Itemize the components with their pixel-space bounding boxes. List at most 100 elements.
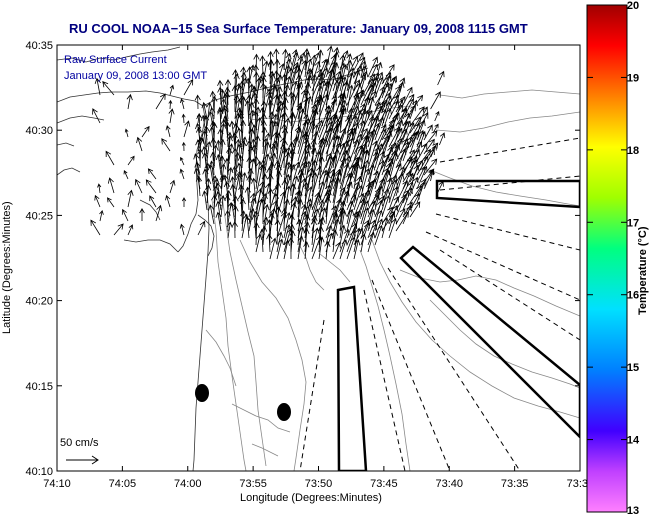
- current-vector: [423, 124, 433, 141]
- y-tick-label: 40:25: [25, 210, 53, 222]
- current-vector: [161, 138, 171, 152]
- current-vector: [367, 63, 378, 85]
- current-vector: [136, 136, 143, 152]
- current-vector: [360, 159, 370, 190]
- current-vector: [209, 90, 217, 113]
- current-vector: [94, 77, 101, 96]
- current-vector: [206, 101, 213, 127]
- current-vector: [303, 132, 310, 169]
- current-vector: [423, 158, 438, 176]
- colorbar-tick-label: 15: [627, 362, 639, 374]
- current-vector: [283, 146, 292, 176]
- current-vector: [318, 236, 325, 260]
- current-vector: [240, 139, 247, 169]
- current-vector: [311, 82, 323, 113]
- current-vector: [297, 150, 311, 183]
- current-vector: [318, 171, 330, 204]
- colorbar-label: Temperature (°C): [637, 226, 649, 315]
- current-vector: [123, 170, 129, 180]
- current-vector: [253, 221, 260, 246]
- current-vector: [325, 126, 335, 162]
- current-vector: [179, 168, 185, 180]
- current-vector: [266, 166, 273, 197]
- current-vector: [248, 101, 255, 134]
- current-vector: [237, 112, 245, 141]
- current-vector: [374, 185, 384, 211]
- surface-current-vectors: [90, 45, 446, 260]
- current-vector: [180, 98, 185, 110]
- current-vector: [332, 170, 342, 204]
- current-vector: [251, 177, 258, 204]
- current-vector: [388, 113, 399, 141]
- current-vector: [262, 141, 271, 176]
- current-vector: [416, 106, 428, 127]
- current-vector: [219, 88, 226, 113]
- current-vector: [346, 72, 355, 99]
- current-vector: [255, 116, 263, 148]
- current-vector: [252, 110, 259, 141]
- current-vector: [395, 81, 405, 106]
- current-vector: [360, 207, 370, 232]
- current-vector: [310, 218, 317, 246]
- current-vector: [395, 208, 406, 225]
- x-tick-label: 73:40: [435, 478, 463, 490]
- current-vector: [226, 221, 233, 239]
- current-vector: [290, 183, 297, 211]
- current-vector: [268, 111, 275, 141]
- current-vector: [353, 212, 361, 239]
- current-vector: [402, 86, 413, 106]
- current-vector: [141, 125, 150, 138]
- current-vector: [318, 138, 325, 176]
- current-vector: [339, 210, 347, 239]
- current-vector: [353, 162, 361, 190]
- current-vector: [204, 184, 212, 204]
- current-vector: [310, 54, 317, 78]
- current-vector: [360, 78, 375, 106]
- current-vector: [388, 85, 401, 106]
- current-vector: [402, 205, 412, 225]
- current-vector: [268, 212, 275, 239]
- current-vector: [388, 217, 398, 239]
- current-vector: [197, 137, 205, 152]
- current-vector: [251, 213, 258, 239]
- current-vector: [196, 112, 201, 124]
- current-vector: [432, 123, 439, 134]
- current-vector: [147, 168, 157, 180]
- current-vector: [105, 150, 115, 166]
- current-vector: [339, 239, 348, 260]
- current-vector: [311, 108, 319, 141]
- y-tick-label: 40:20: [25, 296, 53, 308]
- colorbar-tick-label: 14: [627, 435, 640, 447]
- current-vector: [429, 168, 435, 182]
- current-vector: [241, 171, 248, 197]
- current-vector: [331, 229, 338, 253]
- current-vector: [430, 91, 441, 110]
- current-vector: [395, 193, 407, 218]
- current-vector: [317, 49, 324, 71]
- current-vector: [395, 98, 404, 120]
- current-vector: [339, 224, 346, 246]
- current-vector: [289, 112, 296, 148]
- current-vector: [224, 86, 231, 106]
- current-vector: [194, 161, 201, 183]
- current-vector: [374, 76, 384, 99]
- current-vector: [297, 198, 304, 225]
- current-vector: [267, 99, 274, 134]
- current-vector: [353, 227, 362, 253]
- legend-line-2: January 09, 2008 13:00 GMT: [64, 70, 207, 82]
- current-vector: [234, 151, 241, 183]
- current-vector: [416, 165, 428, 190]
- current-vector: [195, 126, 203, 148]
- current-vector: [253, 155, 260, 183]
- current-vector: [346, 107, 355, 141]
- current-vector: [324, 104, 332, 134]
- current-vector: [240, 96, 247, 127]
- current-vector: [168, 99, 173, 110]
- current-vector: [346, 230, 356, 253]
- current-vector: [269, 237, 277, 260]
- current-vector: [197, 220, 206, 236]
- current-vector: [381, 75, 392, 99]
- current-vector: [255, 233, 263, 253]
- current-vector: [246, 174, 253, 204]
- current-vector: [219, 174, 226, 197]
